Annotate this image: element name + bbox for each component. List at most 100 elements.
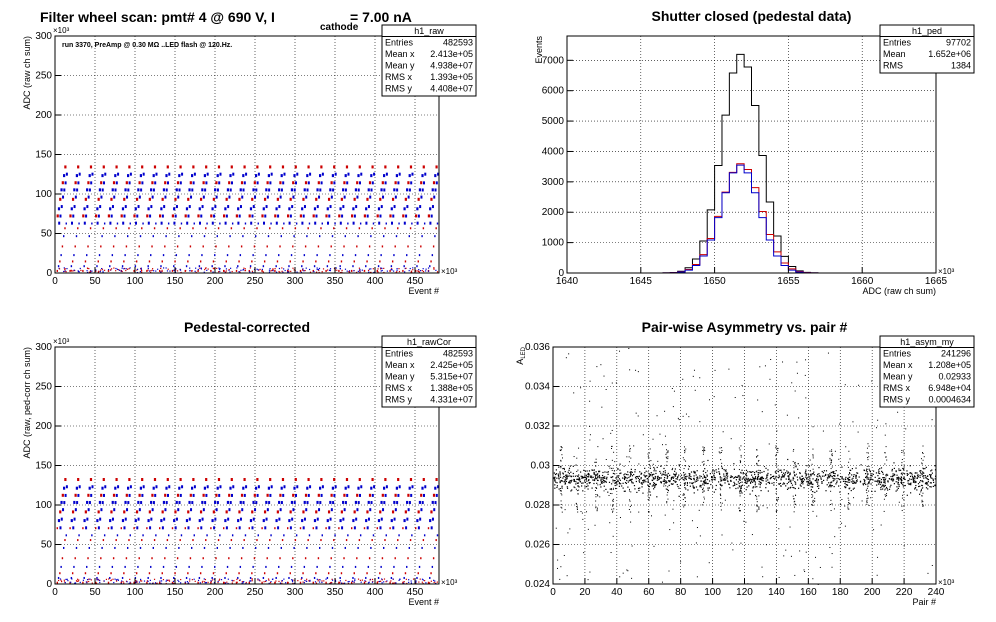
scatter-point <box>275 576 277 579</box>
scatter-point <box>830 482 832 484</box>
scatter-point <box>647 480 649 482</box>
scatter-point <box>664 482 666 484</box>
scatter-point <box>930 477 932 479</box>
scatter-point <box>421 486 424 490</box>
scatter-point <box>86 270 88 272</box>
scatter-point <box>257 578 259 580</box>
scatter-point <box>670 483 673 485</box>
scatter-point <box>851 474 853 476</box>
scatter-point <box>754 476 757 478</box>
scatter-point <box>830 486 832 488</box>
scatter-point <box>123 260 125 263</box>
scatter-point <box>331 581 333 584</box>
scatter-point <box>262 265 265 268</box>
scatter-point <box>69 214 72 218</box>
scatter-point <box>281 267 283 269</box>
scatter-point <box>411 172 414 176</box>
scatter-point <box>179 493 182 497</box>
scatter-point <box>225 268 228 270</box>
scatter-point <box>317 181 320 185</box>
scatter-point <box>167 222 170 225</box>
scatter-point <box>325 581 327 584</box>
scatter-point <box>812 578 814 580</box>
scatter-point <box>306 235 308 238</box>
scatter-point <box>802 483 804 485</box>
scatter-point <box>421 501 424 505</box>
scatter-point <box>703 481 705 483</box>
scatter-point <box>878 469 880 471</box>
scatter-point <box>811 463 813 465</box>
scatter-point <box>91 222 93 225</box>
scatter-point <box>830 510 832 512</box>
scatter-point <box>903 477 905 479</box>
scatter-point <box>811 504 813 506</box>
stats-value: 4.331e+07 <box>430 395 473 405</box>
scatter-point <box>370 546 372 549</box>
scatter-point <box>318 267 321 270</box>
scatter-point <box>146 269 148 272</box>
scatter-point <box>603 479 605 482</box>
scatter-point <box>703 449 705 451</box>
scatter-point <box>833 474 835 477</box>
scatter-point <box>738 485 740 487</box>
scatter-point <box>356 493 359 497</box>
scatter-point <box>404 267 406 270</box>
scatter-point <box>705 482 707 485</box>
scatter-point <box>102 227 105 230</box>
scatter-point <box>347 581 349 583</box>
scatter-point <box>777 451 779 453</box>
scatter-point <box>660 477 662 479</box>
scatter-point <box>108 578 110 580</box>
scatter-point <box>161 260 163 263</box>
y-tick-label: 0.03 <box>531 461 551 472</box>
scatter-point <box>407 493 410 497</box>
scatter-point <box>694 472 696 474</box>
scatter-point <box>758 478 760 480</box>
scatter-point <box>576 478 578 481</box>
scatter-point <box>228 557 230 560</box>
scatter-point <box>359 579 362 581</box>
scatter-point <box>204 578 207 581</box>
scatter-point <box>914 481 916 484</box>
scatter-point <box>160 576 162 579</box>
scatter-point <box>673 473 675 475</box>
scatter-point <box>278 254 280 257</box>
scatter-point <box>678 474 680 476</box>
scatter-point <box>880 487 882 489</box>
scatter-point <box>125 493 128 497</box>
scatter-point <box>837 475 839 477</box>
scatter-point <box>805 551 807 553</box>
scatter-point <box>798 417 800 419</box>
scatter-point <box>216 174 219 178</box>
scatter-point <box>702 483 704 485</box>
scatter-point <box>922 468 925 470</box>
scatter-point <box>120 214 123 218</box>
scatter-point <box>635 476 638 478</box>
scatter-point <box>619 472 621 475</box>
scatter-point <box>417 510 420 514</box>
scatter-point <box>101 268 104 270</box>
scatter-point <box>96 265 98 268</box>
y-tick-label: 250 <box>35 382 52 393</box>
scatter-point <box>601 406 603 408</box>
stats-value: 241296 <box>941 349 971 359</box>
scatter-point <box>643 480 645 482</box>
scatter-point <box>216 501 219 505</box>
scatter-point <box>838 458 840 460</box>
scatter-point <box>897 411 899 413</box>
scatter-point <box>792 450 794 452</box>
scatter-point <box>372 222 375 225</box>
scatter-point <box>120 581 122 584</box>
scatter-point <box>576 506 578 508</box>
scatter-point <box>656 466 658 469</box>
scatter-point <box>418 271 420 273</box>
x-tick-label: 220 <box>896 587 913 598</box>
scatter-point <box>666 501 668 503</box>
scatter-point <box>893 473 895 475</box>
scatter-point <box>176 270 179 272</box>
scatter-point <box>849 469 852 472</box>
scatter-point <box>868 465 870 467</box>
scatter-point <box>136 580 138 582</box>
scatter-point <box>752 477 754 479</box>
scatter-point <box>705 476 707 478</box>
